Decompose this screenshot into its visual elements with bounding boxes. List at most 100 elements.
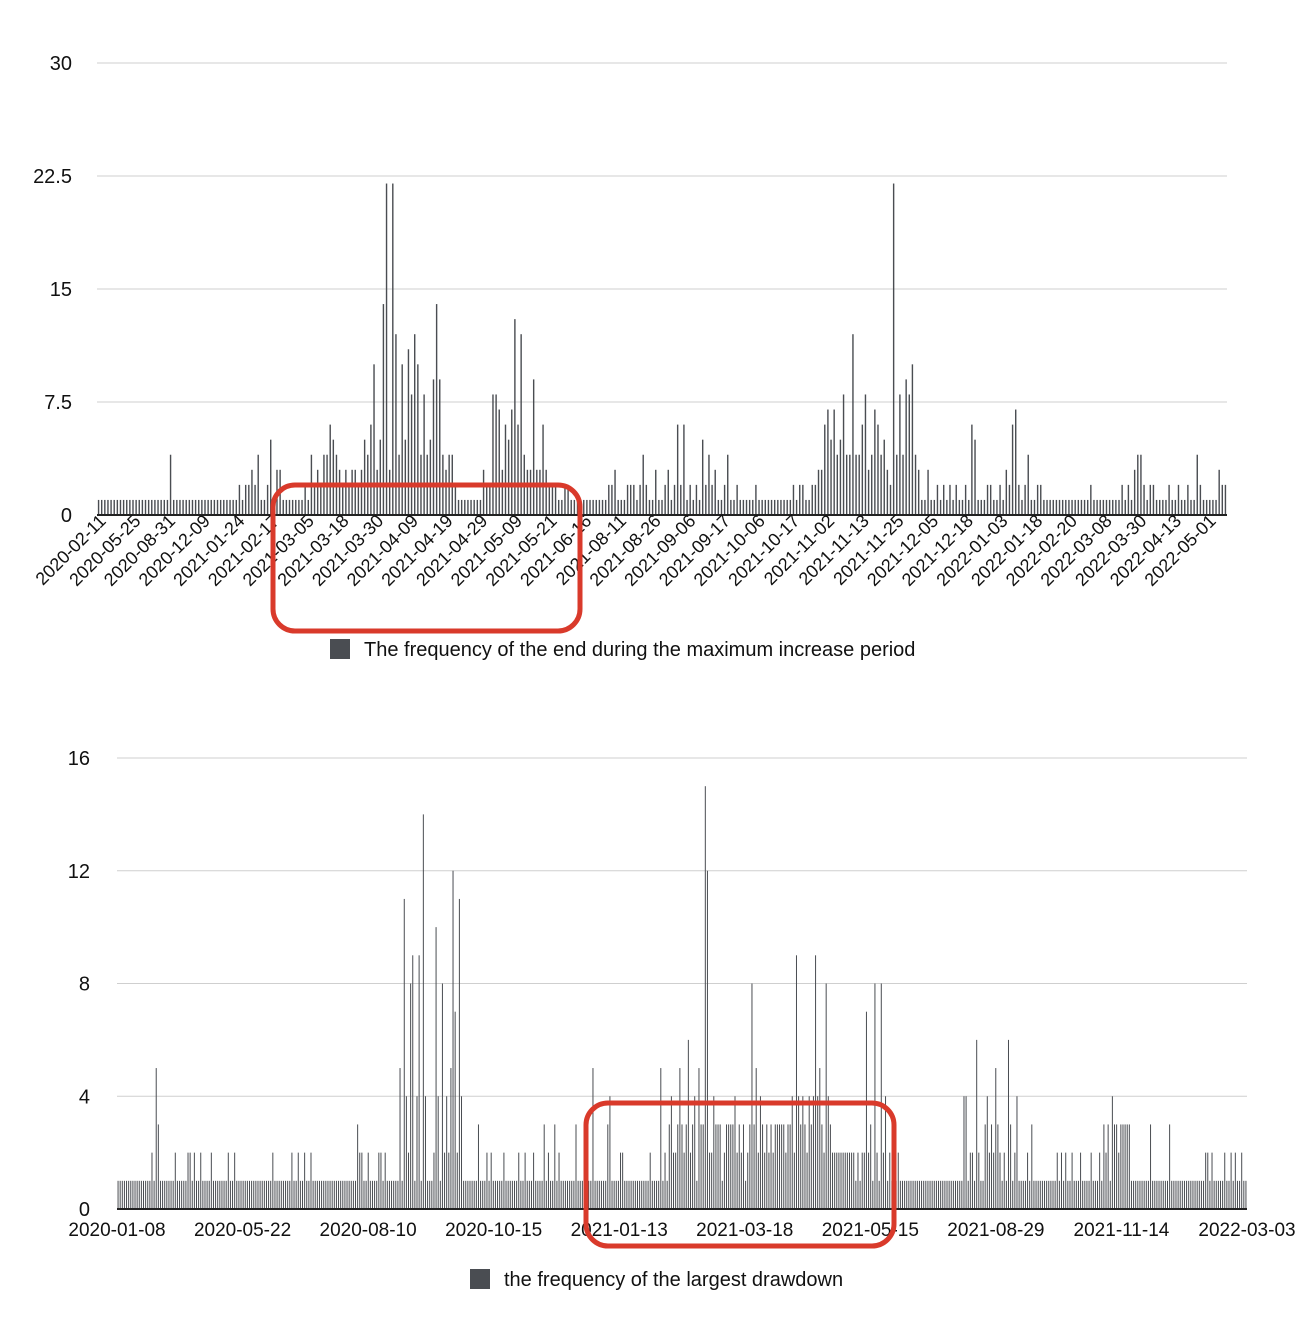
bar [314, 1180, 316, 1209]
bar [473, 1180, 475, 1209]
bar [439, 379, 441, 515]
bar [738, 1124, 740, 1209]
bar [235, 499, 237, 515]
bar [897, 1152, 899, 1210]
y-tick-label: 0 [79, 1199, 90, 1221]
bar [238, 1180, 240, 1209]
bar [465, 1180, 467, 1209]
bar [774, 1124, 776, 1209]
bar [1099, 1152, 1101, 1210]
bar [201, 499, 203, 515]
bar [1226, 1180, 1228, 1209]
bar [1171, 499, 1173, 515]
bar [655, 469, 657, 515]
bar [490, 1152, 492, 1210]
bar [810, 1124, 812, 1209]
bar [633, 484, 635, 515]
bar [1196, 454, 1198, 515]
bar [1067, 1180, 1069, 1209]
bar [138, 499, 140, 515]
bar [1018, 484, 1020, 515]
bar [1007, 1039, 1009, 1210]
bar [369, 1180, 371, 1209]
bar [163, 499, 165, 515]
bar [226, 499, 228, 515]
bar [1162, 1180, 1164, 1209]
max-increase-chart: 07.51522.5302020-02-112020-05-252020-08-… [32, 53, 1227, 661]
bar [689, 484, 691, 515]
bar [1039, 1180, 1041, 1209]
bar [1120, 1124, 1122, 1209]
bar [159, 1180, 161, 1209]
bar [473, 499, 475, 515]
bar [194, 499, 197, 515]
bar [590, 1180, 592, 1209]
bar [321, 1180, 323, 1209]
bar [999, 484, 1001, 515]
bar [378, 1152, 380, 1210]
bar [811, 484, 813, 515]
bar [997, 1124, 999, 1209]
bar [168, 1180, 170, 1209]
bar [522, 1180, 524, 1209]
bar [244, 1180, 246, 1209]
bar [861, 1152, 863, 1210]
bar [595, 499, 597, 515]
bar [1190, 1180, 1192, 1209]
bar [448, 1152, 450, 1210]
bar [1107, 1124, 1109, 1209]
bar [800, 1124, 802, 1209]
bar [144, 499, 147, 515]
bar [704, 786, 706, 1209]
bar [507, 1180, 509, 1209]
bar [216, 499, 219, 515]
bar [253, 1180, 255, 1209]
bar [1022, 1180, 1024, 1209]
bar [802, 484, 804, 515]
bar [354, 469, 356, 515]
bar [1116, 1124, 1118, 1209]
bar [959, 1180, 961, 1209]
largest-drawdown-chart: 0 4 8 12 16 2020-01-08 2020-05-22 2020-08-10 202… [68, 748, 1296, 1291]
bar [596, 1180, 598, 1209]
bar [147, 1180, 149, 1209]
bar [272, 1152, 274, 1210]
bar [471, 1180, 473, 1209]
bar [958, 499, 961, 515]
bar [1014, 1152, 1016, 1210]
bar [1152, 1180, 1154, 1209]
bar [379, 439, 381, 515]
bar [509, 1180, 511, 1209]
bar [867, 469, 870, 515]
bar [1245, 1180, 1247, 1209]
bar [823, 1152, 825, 1210]
bar [874, 409, 876, 515]
bar [450, 1068, 452, 1209]
bar [726, 1124, 728, 1209]
bar [643, 1180, 645, 1209]
bar [329, 424, 331, 515]
bar [1030, 499, 1033, 515]
bar [1043, 499, 1045, 515]
bar [380, 1152, 382, 1210]
bar [827, 409, 829, 515]
bar [933, 1180, 935, 1209]
bar [162, 1180, 164, 1209]
bar [575, 1124, 577, 1209]
bar [733, 499, 735, 515]
bar [840, 1152, 842, 1210]
bar [179, 499, 181, 515]
bar [385, 183, 388, 515]
bar [824, 424, 826, 515]
bar [908, 394, 910, 515]
bar [886, 469, 889, 515]
bar [931, 1180, 933, 1209]
bar [187, 1152, 189, 1210]
bar [1008, 484, 1011, 515]
bar [768, 1152, 770, 1210]
bar [739, 499, 741, 515]
bar [257, 1180, 259, 1209]
bar [263, 1180, 265, 1209]
legend-label: The frequency of the end during the maxi… [364, 639, 915, 661]
